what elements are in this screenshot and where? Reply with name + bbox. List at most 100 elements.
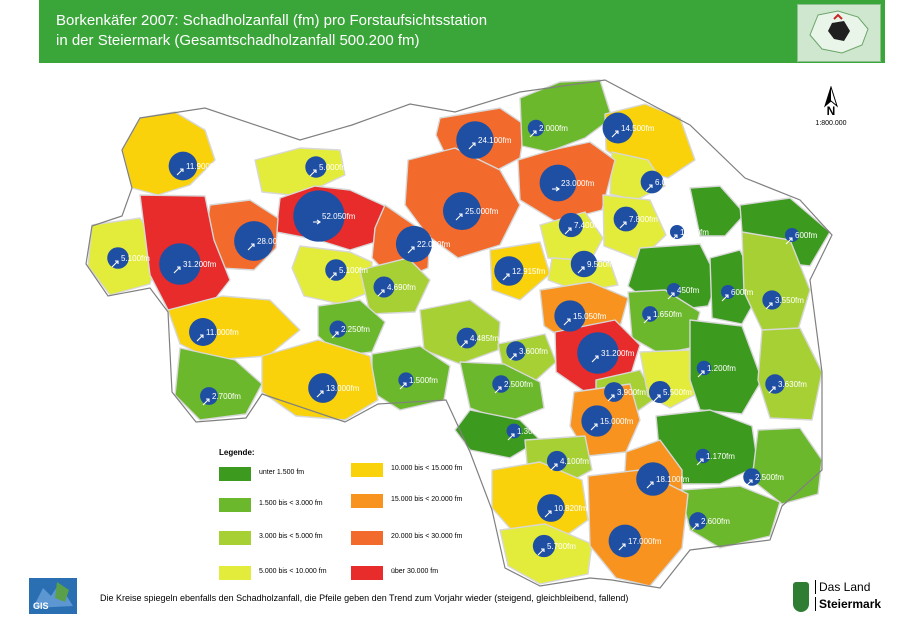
legend-swatch <box>219 531 251 545</box>
station-circle <box>494 256 524 286</box>
legend-swatch <box>351 566 383 580</box>
trend-arrow-icon <box>697 370 705 378</box>
station-marker: 5.000fm <box>305 156 348 178</box>
station-value-label: 17.000fm <box>628 537 662 546</box>
station-marker: 15.000fm <box>581 405 634 437</box>
station-value-label: 25.000fm <box>465 207 499 216</box>
station-marker: 4.690fm <box>373 276 416 298</box>
station-circle <box>492 375 510 393</box>
station-marker: 3.630fm <box>765 374 807 394</box>
station-value-label: 14.500fm <box>621 124 655 133</box>
station-circle <box>293 190 345 242</box>
station-circle <box>539 164 577 202</box>
station-circle <box>189 318 217 346</box>
station-marker: 31.200fm <box>577 332 635 374</box>
gis-label: GIS <box>33 601 49 611</box>
station-marker: 7.800fm <box>613 206 658 232</box>
station-circle <box>648 380 672 404</box>
gis-logo: GIS <box>29 578 77 614</box>
trend-arrow-icon <box>537 548 545 556</box>
station-value-label: 52.050fm <box>322 212 356 221</box>
trend-arrow-icon <box>785 237 793 245</box>
station-marker: 1.300fm <box>506 423 546 441</box>
legend-swatch <box>219 566 251 580</box>
trend-arrow-icon <box>618 543 626 551</box>
station-circle <box>743 468 761 486</box>
station-marker: 600fm <box>721 285 754 302</box>
station-value-label: 4.100fm <box>560 457 589 466</box>
legend-swatch <box>351 531 383 545</box>
station-marker: 5.100fm <box>325 259 368 281</box>
station-circle <box>532 534 556 558</box>
trend-arrow-icon <box>646 481 654 489</box>
station-marker: 15.050fm <box>554 300 607 332</box>
trend-arrow-icon <box>509 353 517 361</box>
trend-arrow-icon <box>552 186 560 192</box>
station-value-label: 600fm <box>795 231 818 240</box>
trend-arrow-icon <box>529 130 537 138</box>
crest-icon <box>793 582 809 612</box>
station-marker: 1.200fm <box>696 360 736 378</box>
district-region <box>751 427 823 505</box>
station-value-label: 3.600fm <box>519 347 548 356</box>
station-circle <box>785 228 799 242</box>
station-marker: 7.400fm <box>558 212 603 238</box>
station-value-label: 3.550fm <box>775 296 804 305</box>
legend-swatch <box>219 467 251 481</box>
station-value-label: 6.000fm <box>655 178 684 187</box>
station-marker: 12.915fm <box>494 256 546 286</box>
station-marker: 3.600fm <box>506 341 548 361</box>
trend-arrow-icon <box>111 260 119 268</box>
trend-arrow-icon <box>590 423 598 431</box>
station-marker: 2.000fm <box>527 119 568 138</box>
district-region <box>587 469 689 587</box>
station-circle <box>602 112 634 144</box>
district-region <box>174 347 263 421</box>
trend-arrow-icon <box>721 294 729 302</box>
station-circle <box>762 290 782 310</box>
station-marker: 2.500fm <box>743 468 784 487</box>
north-letter: N <box>826 104 836 118</box>
station-marker: 17.000fm <box>608 524 662 558</box>
station-value-label: 22.000fm <box>417 240 451 249</box>
station-marker: 3.550fm <box>762 290 804 310</box>
station-circle <box>613 206 639 232</box>
station-circle <box>200 387 218 405</box>
station-circle <box>107 247 129 269</box>
trend-arrow-icon <box>502 273 510 281</box>
station-circle <box>765 374 785 394</box>
trend-arrow-icon <box>468 142 476 150</box>
trend-arrow-icon <box>550 463 558 471</box>
station-marker: 52.050fm <box>293 190 356 242</box>
station-marker: 1.170fm <box>695 448 735 466</box>
brand-line-1: Das Land <box>815 580 870 594</box>
station-value-label: 1.500fm <box>409 376 438 385</box>
station-circle <box>695 448 711 464</box>
station-circle <box>577 332 619 374</box>
map-title-line-1: Borkenkäfer 2007: Schadholzanfall (fm) p… <box>56 12 488 29</box>
station-circle <box>604 382 624 402</box>
station-circle <box>689 512 707 530</box>
legend-label: 10.000 bis < 15.000 fm <box>391 465 463 472</box>
station-value-label: 3.630fm <box>778 380 807 389</box>
station-circle <box>395 225 433 263</box>
station-circle <box>329 320 347 338</box>
station-marker: 13.000fm <box>308 373 360 403</box>
station-value-label: 15.000fm <box>600 417 634 426</box>
trend-arrow-icon <box>765 302 773 310</box>
trend-arrow-icon <box>611 130 619 138</box>
station-value-label: 9.500fm <box>587 260 616 269</box>
district-region <box>679 485 781 549</box>
station-circle <box>234 221 274 261</box>
station-marker: 24.100fm <box>456 121 512 159</box>
trend-arrow-icon <box>399 382 407 390</box>
trend-arrow-icon <box>247 243 255 251</box>
station-circle <box>636 462 670 496</box>
trend-arrow-icon <box>313 219 321 225</box>
station-value-label: 2.700fm <box>212 392 241 401</box>
station-value-label: 23.000fm <box>561 179 595 188</box>
station-marker: 9.500fm <box>570 250 616 278</box>
trend-arrow-icon <box>745 479 753 487</box>
trend-arrow-icon <box>331 331 339 339</box>
station-value-label: 2.600fm <box>701 517 730 526</box>
